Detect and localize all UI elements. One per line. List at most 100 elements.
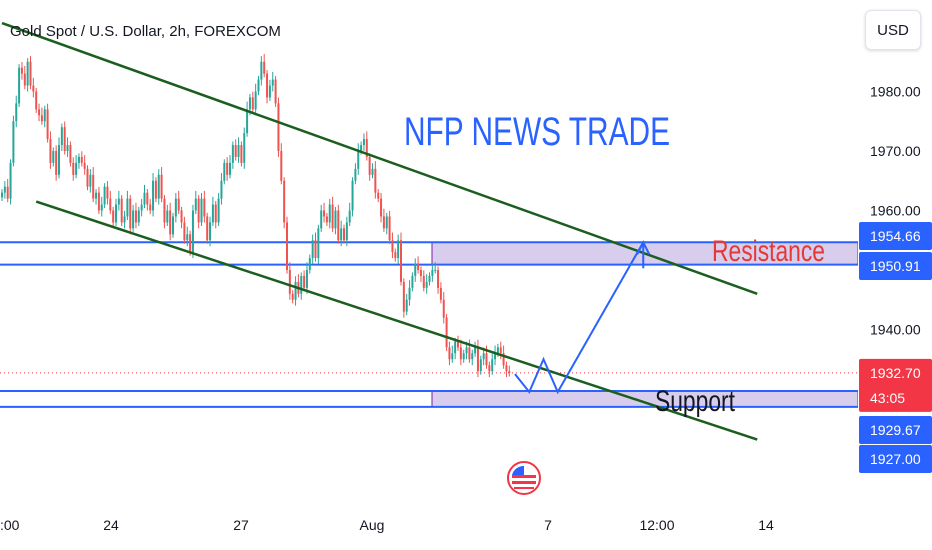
candle-body [66,145,69,151]
candle-body [206,216,209,241]
candle-body [485,353,488,366]
candle-body [115,204,117,223]
candle-body [288,270,291,294]
price-badge-label: 43:05 [870,390,905,406]
candle-body [143,192,146,205]
candle-body [240,145,243,163]
candle-body [314,240,317,259]
support-zone [431,390,859,408]
candle-body [209,222,212,241]
time-tick-label: 14 [758,517,774,533]
candle-body [405,299,408,312]
candle-body [80,156,83,163]
candle-body [229,162,231,175]
candle-body [152,180,155,211]
candle-body [388,216,391,241]
symbol-title: Gold Spot / U.S. Dollar, 2h, FOREXCOM [10,23,281,40]
candle-body [246,109,249,134]
candle-body [442,299,445,318]
candle-body [46,109,49,140]
candle-body [502,353,505,366]
candle-body [260,61,263,80]
projection-path [514,241,645,395]
candle-body [9,162,12,199]
candle-body [77,156,80,163]
price-badge-label: 1932.70 [870,365,921,381]
candle-body [425,281,428,288]
annotation-layer: NFP NEWS TRADE Resistance Support [404,110,825,418]
time-tick-label: 24 [103,517,119,533]
price-tick-label: 1970.00 [870,143,921,159]
candle-body [174,198,177,217]
candle-body [476,347,479,372]
candle-body [194,198,197,211]
candle-body [488,365,491,372]
candle-body [157,174,160,199]
candle-body [280,151,283,181]
candle-body [377,192,380,199]
candle-body [160,174,163,199]
candle-body [382,216,385,229]
candle-body [237,145,240,157]
price-badge [859,383,932,412]
candle-body [137,210,140,223]
price-badge [859,445,932,473]
candle-body [40,115,43,122]
candle-body [474,347,477,354]
candle-body [120,198,123,223]
headline-annotation: NFP NEWS TRADE [404,110,670,154]
candle-body [422,275,425,288]
currency-button[interactable]: USD [865,10,921,50]
drawing-layer[interactable] [1,21,758,441]
candle-body [154,180,157,199]
candle-body [283,180,286,223]
candle-body [457,341,459,348]
candle-body [437,270,440,288]
candle-body [20,67,23,74]
candle-body [109,198,112,211]
candle-body [340,228,343,241]
candle-body [69,145,72,163]
candle-body [123,216,126,223]
candle-body [454,341,457,354]
candle-body [479,359,482,372]
price-tick-label: 1940.00 [870,322,921,338]
candle-body [183,222,186,241]
candle-body [374,168,377,193]
candle-body [385,216,388,229]
us-flag-event-icon[interactable] [507,461,541,495]
candle-body [325,216,328,223]
candle-body [286,222,288,270]
candle-body [508,371,511,373]
candle-body [163,198,166,223]
candle-body [106,186,109,199]
price-badge [859,222,932,250]
projection-arrowhead [636,240,651,269]
candle-body [362,139,365,146]
candle-body [274,79,277,104]
candle-body [462,353,465,360]
candle-body [220,180,223,199]
time-axis[interactable]: :00 24 27 Aug 7 12:00 14 [0,517,774,533]
price-badge-label: 1929.67 [870,422,921,438]
candle-body [294,281,297,300]
candle-body [431,270,434,276]
candle-body [32,85,35,92]
candle-body [203,198,206,217]
candle-body [132,210,135,229]
candle-body [360,145,363,151]
candle-body [291,293,294,300]
candle-body [365,139,368,157]
candle-body [351,180,354,211]
candle-body [311,240,314,259]
candle-layer [1,54,511,378]
price-axis[interactable]: 1980.00 1970.00 1960.00 1940.00 1954.66 1950.… [858,0,932,550]
candle-body [468,347,471,360]
candle-body [189,234,192,253]
price-tick-label: 1960.00 [870,203,921,219]
candle-body [177,198,180,211]
candle-body [337,210,340,241]
candle-body [428,275,431,282]
candle-body [408,287,411,300]
